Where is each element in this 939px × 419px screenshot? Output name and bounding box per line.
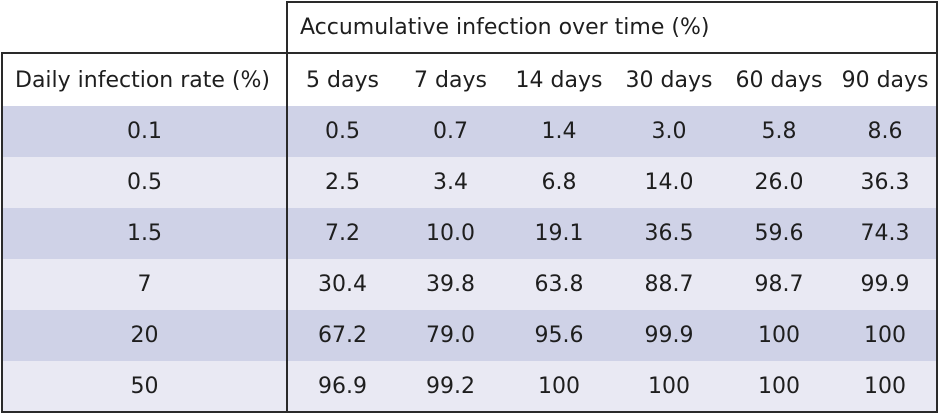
table-row: 7 30.4 39.8 63.8 88.7 98.7 99.9 [1,259,939,310]
value-cell: 14.0 [614,157,724,208]
table-row: 1.5 7.2 10.0 19.1 36.5 59.6 74.3 [1,208,939,259]
value-cell: 99.2 [397,361,504,413]
value-cell: 3.4 [397,157,504,208]
value-cell: 96.9 [287,361,397,413]
rate-cell: 1.5 [1,208,288,259]
rate-cell: 0.1 [1,106,288,157]
rate-cell: 7 [1,259,288,310]
value-cell: 74.3 [834,208,939,259]
value-cell: 5.8 [724,106,834,157]
value-cell: 99.9 [834,259,939,310]
value-cell: 100 [504,361,614,413]
value-cell: 3.0 [614,106,724,157]
empty-corner-cell [2,2,287,53]
value-cell: 26.0 [724,157,834,208]
value-cell: 67.2 [287,310,397,361]
value-cell: 95.6 [504,310,614,361]
rate-cell: 0.5 [1,157,288,208]
value-cell: 36.3 [834,157,939,208]
value-cell: 0.7 [397,106,504,157]
value-cell: 10.0 [397,208,504,259]
value-cell: 99.9 [614,310,724,361]
value-cell: 100 [834,361,939,413]
column-header-60-days: 60 days [724,52,834,106]
value-cell: 100 [724,310,834,361]
value-cell: 2.5 [287,157,397,208]
value-cell: 7.2 [287,208,397,259]
value-cell: 30.4 [287,259,397,310]
value-cell: 79.0 [397,310,504,361]
rate-cell: 50 [1,361,288,413]
value-cell: 8.6 [834,106,939,157]
value-cell: 19.1 [504,208,614,259]
column-header-30-days: 30 days [614,52,724,106]
value-cell: 100 [614,361,724,413]
value-cell: 88.7 [614,259,724,310]
value-cell: 59.6 [724,208,834,259]
column-header-90-days: 90 days [834,52,939,106]
rate-cell: 20 [1,310,288,361]
column-header-7-days: 7 days [397,52,504,106]
value-cell: 1.4 [504,106,614,157]
group-header-row: Accumulative infection over time (%) [2,1,939,53]
column-header-14-days: 14 days [504,52,614,106]
value-cell: 39.8 [397,259,504,310]
column-header-5-days: 5 days [287,52,397,106]
value-cell: 100 [834,310,939,361]
table-row: 0.1 0.5 0.7 1.4 3.0 5.8 8.6 [1,106,939,157]
value-cell: 6.8 [504,157,614,208]
value-cell: 36.5 [614,208,724,259]
group-header-cell: Accumulative infection over time (%) [285,1,939,53]
table-row: 20 67.2 79.0 95.6 99.9 100 100 [1,310,939,361]
table-row: 50 96.9 99.2 100 100 100 100 [1,361,939,413]
value-cell: 98.7 [724,259,834,310]
value-cell: 0.5 [287,106,397,157]
column-header-row: Daily infection rate (%) 5 days 7 days 1… [1,52,939,106]
table-row: 0.5 2.5 3.4 6.8 14.0 26.0 36.3 [1,157,939,208]
value-cell: 100 [724,361,834,413]
value-cell: 63.8 [504,259,614,310]
row-header-cell: Daily infection rate (%) [1,52,288,106]
